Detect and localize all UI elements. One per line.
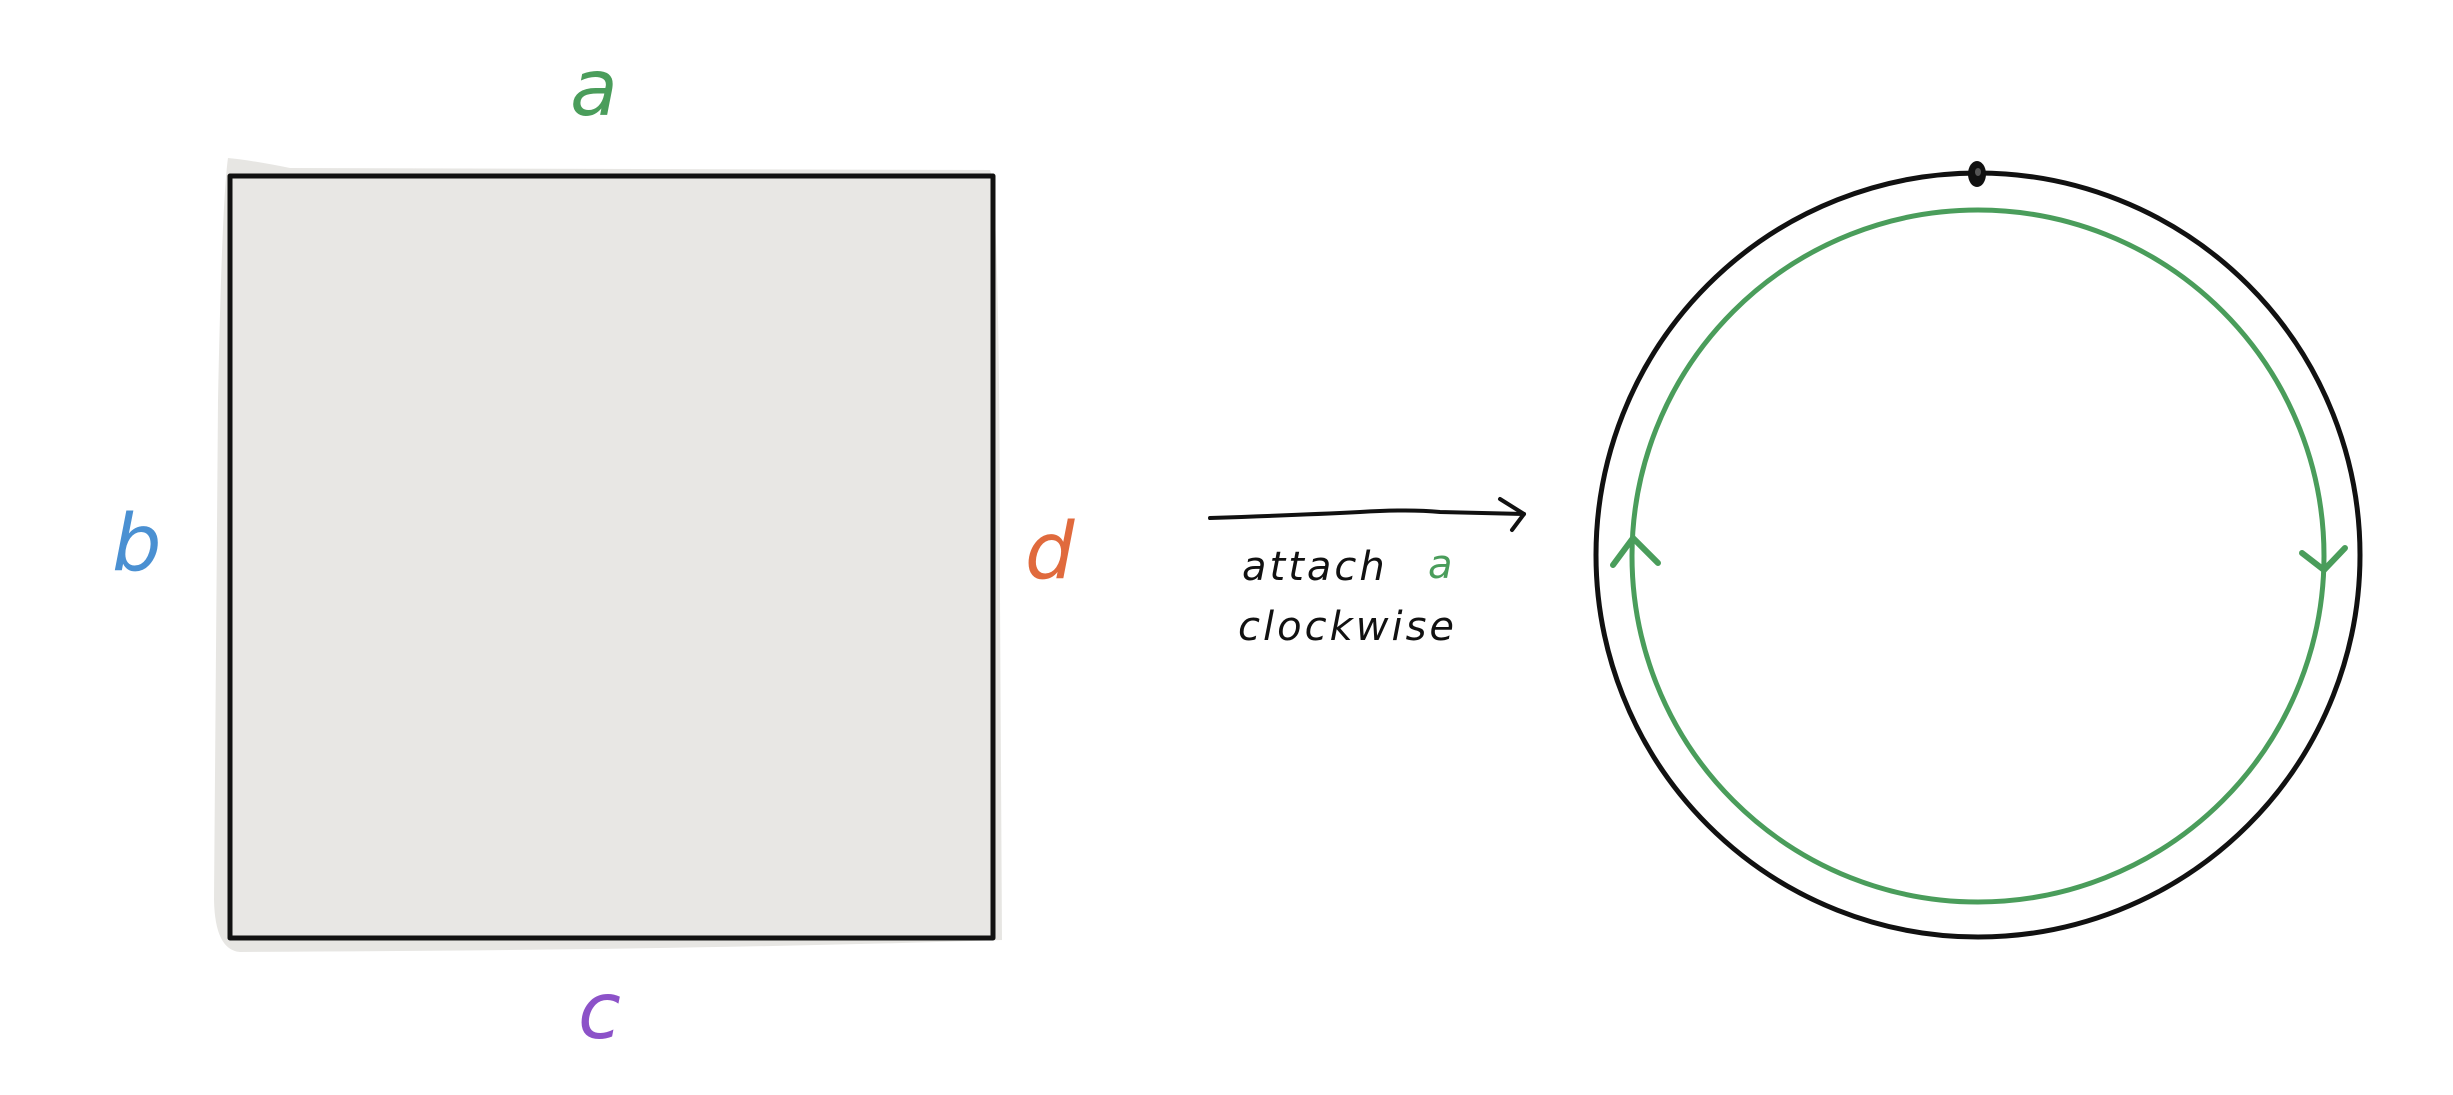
- loop-arrowhead-down-right-icon: [2299, 545, 2348, 573]
- circle-group: [1593, 161, 2363, 940]
- note-edge-label-a: a: [1428, 542, 1453, 588]
- edge-label-d: d: [1025, 507, 1075, 597]
- note-line-clockwise: clockwise: [1238, 604, 1457, 650]
- right-arrow-icon: [1208, 497, 1526, 532]
- edge-label-a: a: [570, 44, 618, 134]
- basepoint-dot-icon: [1968, 161, 1986, 187]
- note-line-attach: attach: [1242, 544, 1388, 590]
- square-face: [227, 173, 996, 941]
- loop-arrowhead-up-icon: [1610, 535, 1661, 568]
- edge-label-c: c: [578, 967, 621, 1057]
- outer-circle: [1593, 170, 2363, 940]
- square-group: [214, 158, 1002, 952]
- edge-label-b: b: [112, 499, 162, 589]
- inner-loop-a: [1629, 207, 2327, 905]
